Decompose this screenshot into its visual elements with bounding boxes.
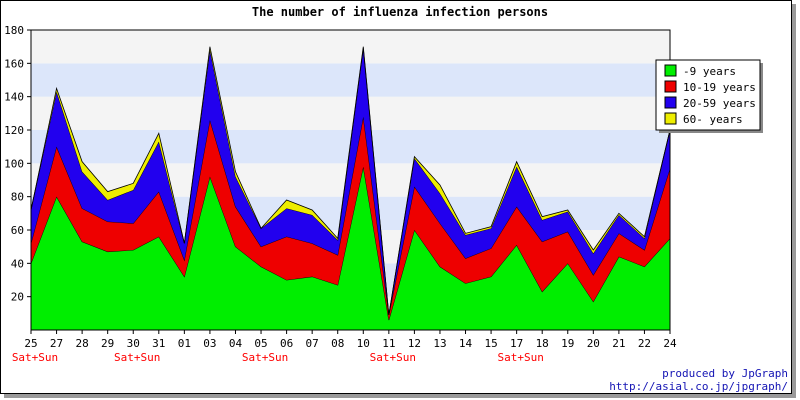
x-tick-label: 03: [203, 337, 216, 350]
x-tick-label: 15: [484, 337, 497, 350]
legend-swatch: [664, 80, 677, 93]
x-tick-label: 30: [127, 337, 140, 350]
y-tick-label: 120: [4, 124, 24, 137]
weekend-label: Sat+Sun: [242, 351, 288, 364]
x-tick-label: 04: [229, 337, 243, 350]
legend-label: -9 years: [683, 65, 736, 78]
y-tick-label: 140: [4, 91, 24, 104]
plot-areas: [30, 46, 671, 330]
x-tick-label: 17: [510, 337, 523, 350]
x-tick-label: 20: [587, 337, 600, 350]
x-tick-label: 25: [24, 337, 37, 350]
y-tick-label: 160: [4, 57, 24, 70]
grid-band: [31, 96, 670, 130]
series-area: [31, 166, 670, 330]
series-outline: [30, 46, 671, 316]
x-tick-label: 12: [408, 337, 421, 350]
weekend-label: Sat+Sun: [12, 351, 58, 364]
x-tick-label: 10: [357, 337, 370, 350]
x-tick-label: 27: [50, 337, 63, 350]
y-tick-label: 100: [4, 157, 24, 170]
series-area: [31, 116, 670, 321]
x-tick-label: 31: [152, 337, 165, 350]
y-tick-label: 40: [11, 257, 24, 270]
series-area: [31, 48, 670, 315]
grid-band: [31, 30, 670, 64]
x-tick-label: 01: [178, 337, 191, 350]
legend-label: 10-19 years: [683, 81, 756, 94]
credit-producer: produced by JpGraph: [662, 367, 788, 380]
x-tick-label: 28: [75, 337, 88, 350]
weekend-label: Sat+Sun: [497, 351, 543, 364]
x-tick-label: 24: [663, 337, 677, 350]
legend-swatch: [664, 112, 677, 125]
legend-swatch: [664, 96, 677, 109]
legend-swatch: [664, 64, 677, 77]
legend-label: 20-59 years: [683, 97, 756, 110]
x-tick-label: 18: [536, 337, 549, 350]
y-tick-label: 180: [4, 24, 24, 37]
x-tick-label: 06: [280, 337, 293, 350]
x-tick-label: 08: [331, 337, 344, 350]
x-tick-label: 22: [638, 337, 651, 350]
x-tick-label: 11: [382, 337, 395, 350]
plot-border: [30, 29, 671, 331]
weekend-label: Sat+Sun: [114, 351, 160, 364]
legend: -9 years 10-19 years 20-59 years 60- years: [655, 59, 763, 133]
x-tick-label: 05: [254, 337, 267, 350]
x-tick-label: 29: [101, 337, 114, 350]
legend-label: 60- years: [683, 113, 743, 126]
grid-band: [31, 63, 670, 97]
weekend-label: Sat+Sun: [370, 351, 416, 364]
x-tick-label: 21: [612, 337, 625, 350]
x-tick-label: 19: [561, 337, 574, 350]
y-tick-label: 20: [11, 291, 24, 304]
y-axis: 20 40 60 80 100 120 140 160 180: [4, 24, 31, 304]
x-tick-label: 07: [306, 337, 319, 350]
x-tick-label: 13: [433, 337, 446, 350]
chart-title: The number of influenza infection person…: [252, 5, 548, 19]
y-tick-label: 60: [11, 224, 24, 237]
x-tick-label: 14: [459, 337, 473, 350]
y-tick-label: 80: [11, 191, 24, 204]
credit-url[interactable]: http://asial.co.jp/jpgraph/: [609, 380, 788, 393]
